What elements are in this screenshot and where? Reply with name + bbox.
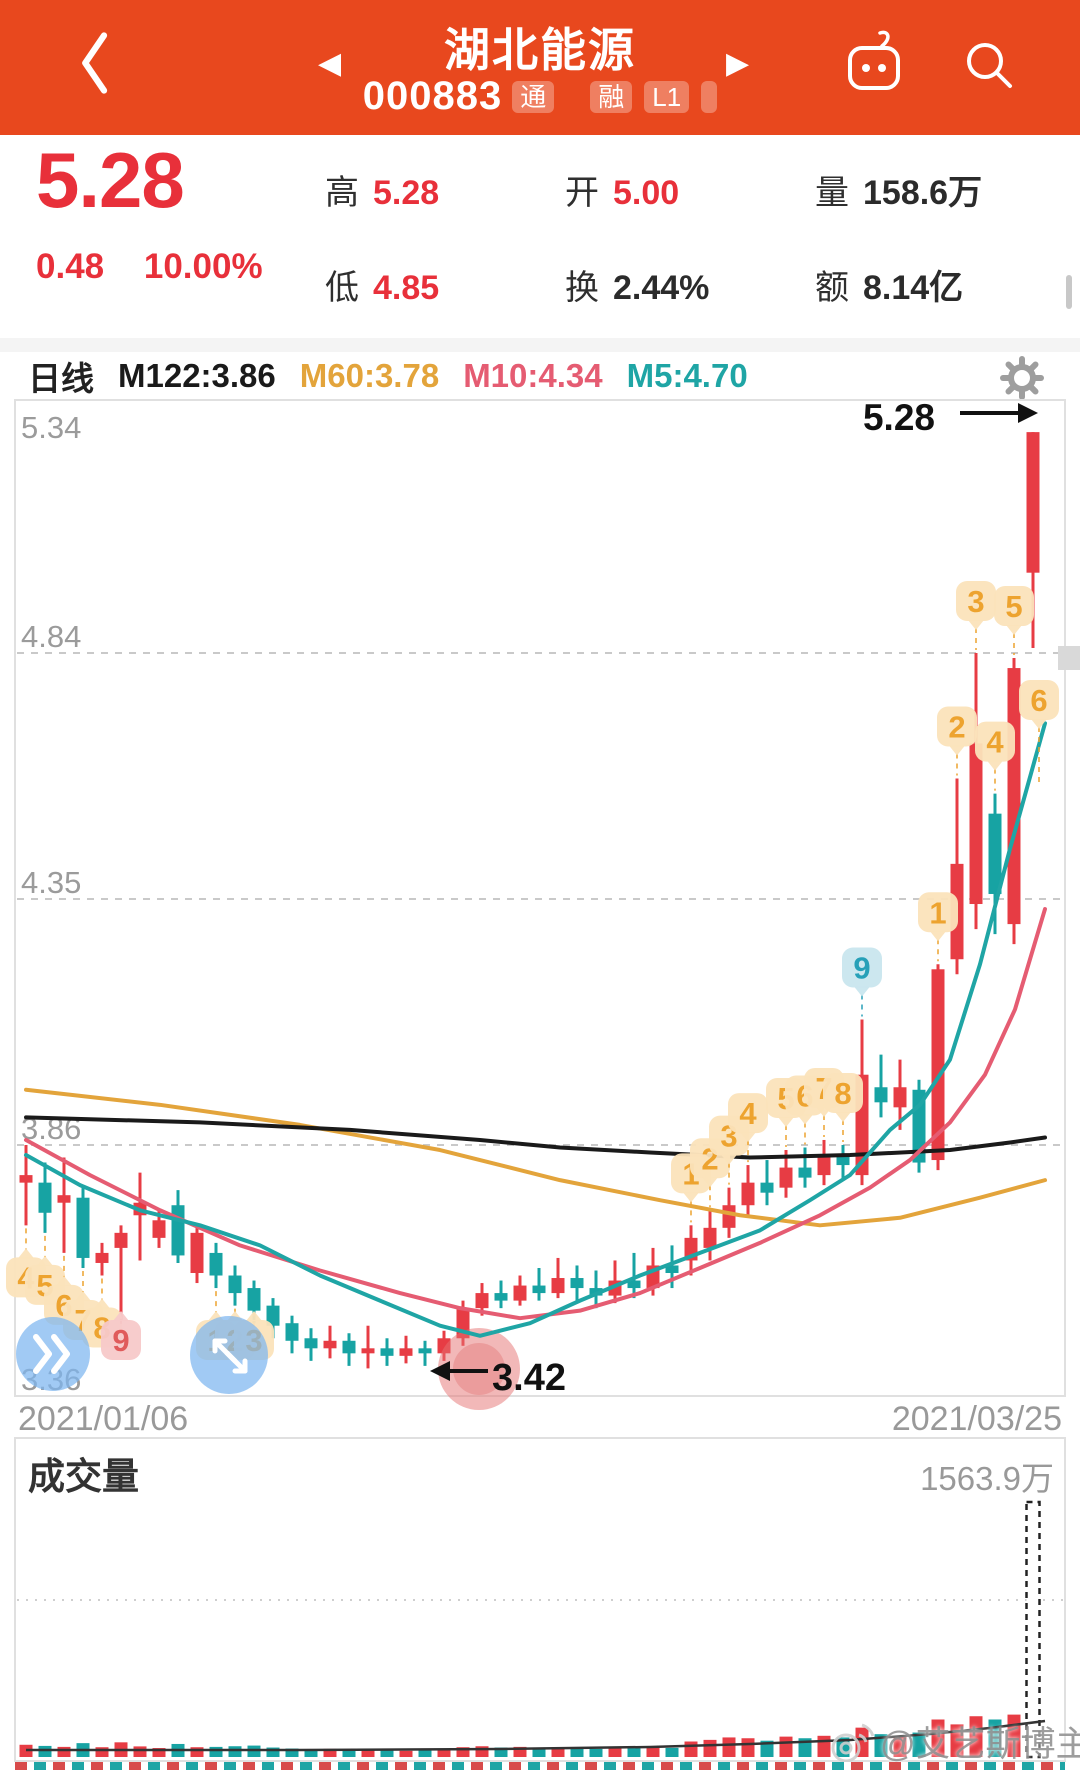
svg-text:2: 2 [948, 710, 965, 745]
chart-frame [14, 399, 1066, 1762]
chart-settings-button[interactable] [1000, 356, 1044, 405]
watermark: @艾艺斯博主 [828, 1716, 1080, 1767]
stat-high: 高 5.28 [325, 174, 440, 212]
fullscreen-expand-button[interactable] [190, 1316, 268, 1394]
tag-partial [701, 80, 718, 113]
price-change: 0.48 [36, 247, 105, 286]
stat-low: 低 4.85 [325, 269, 440, 307]
stock-code-row: 000883 通 融 L1 [0, 74, 1080, 119]
axis-price-tag [1058, 646, 1080, 670]
current-price: 5.28 [36, 136, 185, 224]
expand-arrows-icon [212, 1338, 248, 1374]
weibo-icon [831, 1723, 874, 1762]
ma122-line [24, 1115, 1047, 1160]
ma5-line [24, 721, 1047, 1338]
svg-text:4.84: 4.84 [21, 619, 81, 654]
double-chevron-right-icon [33, 1334, 70, 1374]
price-change-row: 0.48 10.00% [36, 247, 293, 287]
price-annotations: 5.28 3.42 [430, 397, 1038, 1399]
volume-max-label: 1563.9万 [920, 1460, 1054, 1497]
svg-text:4: 4 [739, 1096, 757, 1131]
ma60-legend: M60:3.78 [299, 357, 440, 394]
search-icon [967, 43, 1012, 88]
ma60-line [24, 1087, 1047, 1228]
app-header: ◀ 湖北能源 ▶ 000883 通 融 L1 [0, 0, 1080, 135]
svg-text:3.42: 3.42 [492, 1357, 566, 1399]
back-chevron-icon [82, 32, 108, 94]
period-label[interactable]: 日线 [28, 360, 94, 397]
stock-code: 000883 [362, 74, 503, 118]
svg-text:2: 2 [701, 1141, 718, 1176]
stat-volume: 量 158.6万 [815, 174, 983, 212]
ma5-legend: M5:4.70 [626, 357, 748, 394]
svg-text:5: 5 [1005, 589, 1022, 624]
svg-text:4: 4 [17, 1260, 35, 1295]
stat-open: 开 5.00 [565, 174, 680, 212]
volume-color-strip [15, 1762, 1065, 1770]
x-axis-start-date: 2021/01/06 [18, 1400, 189, 1438]
next-stock-arrow[interactable]: ▶ [726, 47, 750, 80]
candlestick-series [19, 432, 1040, 1369]
svg-text:5: 5 [777, 1081, 794, 1116]
ma10-legend: M10:4.34 [463, 357, 603, 394]
svg-text:8: 8 [93, 1311, 110, 1346]
svg-text:3: 3 [720, 1119, 737, 1154]
svg-text:4: 4 [986, 725, 1004, 760]
prev-stock-arrow[interactable]: ◀ [318, 47, 342, 80]
watermark-text: @艾艺斯博主 [880, 1725, 1080, 1764]
svg-text:6: 6 [1030, 683, 1047, 718]
stat-turnover: 换 2.44% [565, 269, 710, 307]
search-button[interactable] [960, 36, 1020, 101]
svg-text:1: 1 [682, 1156, 699, 1191]
svg-text:3: 3 [967, 584, 984, 619]
svg-text:6: 6 [796, 1079, 813, 1114]
svg-text:1: 1 [929, 895, 946, 930]
stat-amount: 额 8.14亿 [815, 269, 964, 307]
tag-l1: L1 [644, 80, 690, 113]
svg-text:5: 5 [36, 1268, 53, 1303]
quote-section: 5.28 0.48 10.00% 高 5.28 开 5.00 量 158.6万 低 4.… [0, 135, 1080, 338]
tag-tong: 通 [512, 80, 555, 113]
svg-text:3.86: 3.86 [21, 1111, 81, 1146]
svg-text:8: 8 [834, 1076, 851, 1111]
svg-text:9: 9 [112, 1323, 129, 1358]
section-divider [0, 338, 1080, 352]
count-badges: 456789123123456789123456 [6, 581, 1059, 1360]
ma122-legend: M122:3.86 [118, 357, 276, 394]
volume-panel-title: 成交量 [28, 1456, 139, 1497]
chart-legend-bar: 日线 M122:3.86 M60:3.78 M10:4.34 M5:4.70 [0, 352, 1080, 400]
ma10-line [24, 907, 1047, 1321]
svg-text:5.34: 5.34 [21, 410, 81, 445]
quote-scroll-indicator[interactable] [1066, 275, 1072, 309]
stock-title: 湖北能源 [444, 24, 636, 76]
svg-text:5.28: 5.28 [863, 397, 935, 438]
svg-text:7: 7 [815, 1071, 832, 1106]
robot-icon [848, 30, 900, 90]
assistant-robot-button[interactable] [842, 30, 906, 105]
price-change-pct: 10.00% [143, 247, 263, 286]
back-button[interactable] [66, 28, 122, 98]
tag-rong: 融 [590, 80, 633, 113]
fast-forward-button[interactable] [16, 1317, 90, 1391]
svg-text:4.35: 4.35 [21, 865, 81, 900]
y-axis-ticks: 5.344.844.353.863.36 [21, 410, 81, 1397]
svg-text:9: 9 [853, 950, 870, 985]
gear-icon [1000, 356, 1044, 400]
seal-stamp [438, 1328, 520, 1410]
x-axis-end-date: 2021/03/25 [891, 1400, 1062, 1438]
